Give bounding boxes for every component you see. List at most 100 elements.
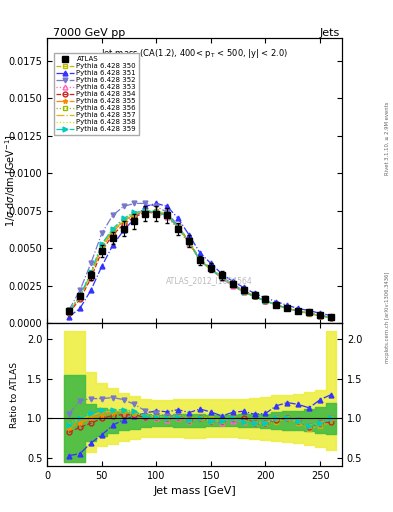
Pythia 6.428 356 <box>88 271 93 277</box>
Pythia 6.428 351 <box>329 312 333 318</box>
Pythia 6.428 357 <box>176 224 180 230</box>
Pythia 6.428 357 <box>154 209 159 216</box>
Pythia 6.428 350 <box>252 293 257 300</box>
Pythia 6.428 354 <box>285 305 290 311</box>
Pythia 6.428 350 <box>88 271 93 277</box>
Pythia 6.428 359 <box>77 293 82 300</box>
Pythia 6.428 359 <box>296 308 301 314</box>
Pythia 6.428 358 <box>143 208 148 214</box>
Pythia 6.428 351 <box>307 308 312 314</box>
Pythia 6.428 351 <box>198 250 202 256</box>
Pythia 6.428 353 <box>285 305 290 311</box>
Pythia 6.428 356 <box>318 312 322 318</box>
Pythia 6.428 356 <box>307 310 312 316</box>
Pythia 6.428 350 <box>296 308 301 314</box>
Pythia 6.428 357 <box>132 211 137 217</box>
Pythia 6.428 352 <box>329 314 333 321</box>
Pythia 6.428 350 <box>187 238 191 244</box>
Pythia 6.428 358 <box>67 309 72 315</box>
Pythia 6.428 352 <box>132 200 137 206</box>
Pythia 6.428 359 <box>285 305 290 311</box>
Pythia 6.428 354 <box>99 248 104 254</box>
Pythia 6.428 357 <box>252 293 257 300</box>
Pythia 6.428 358 <box>88 269 93 275</box>
Pythia 6.428 359 <box>165 212 170 219</box>
Pythia 6.428 354 <box>88 275 93 282</box>
Pythia 6.428 350 <box>99 242 104 248</box>
Pythia 6.428 352 <box>187 239 191 245</box>
Pythia 6.428 354 <box>274 302 279 308</box>
Pythia 6.428 358 <box>99 241 104 247</box>
Pythia 6.428 357 <box>165 212 170 219</box>
Pythia 6.428 355 <box>110 229 115 235</box>
Pythia 6.428 355 <box>296 308 301 314</box>
Pythia 6.428 357 <box>230 281 235 287</box>
Pythia 6.428 351 <box>67 313 72 319</box>
Pythia 6.428 359 <box>219 274 224 280</box>
Pythia 6.428 359 <box>329 314 333 321</box>
Pythia 6.428 358 <box>307 310 312 316</box>
Pythia 6.428 356 <box>67 309 72 315</box>
Pythia 6.428 351 <box>99 263 104 269</box>
Pythia 6.428 356 <box>77 293 82 300</box>
Pythia 6.428 350 <box>274 303 279 309</box>
Pythia 6.428 359 <box>198 258 202 264</box>
Pythia 6.428 354 <box>176 224 180 230</box>
Text: Jets: Jets <box>320 28 340 38</box>
Pythia 6.428 353 <box>99 244 104 250</box>
Pythia 6.428 357 <box>318 312 322 318</box>
Pythia 6.428 353 <box>318 312 322 318</box>
Pythia 6.428 350 <box>209 265 213 271</box>
Pythia 6.428 352 <box>154 203 159 209</box>
Pythia 6.428 353 <box>209 266 213 272</box>
Pythia 6.428 355 <box>154 209 159 216</box>
Pythia 6.428 355 <box>198 258 202 264</box>
Text: Rivet 3.1.10, ≥ 2.9M events: Rivet 3.1.10, ≥ 2.9M events <box>385 101 389 175</box>
Pythia 6.428 359 <box>110 226 115 232</box>
Pythia 6.428 355 <box>307 310 312 316</box>
Pythia 6.428 354 <box>67 310 72 316</box>
Pythia 6.428 359 <box>121 216 126 222</box>
Pythia 6.428 356 <box>252 293 257 300</box>
Pythia 6.428 358 <box>132 209 137 216</box>
Line: Pythia 6.428 359: Pythia 6.428 359 <box>66 208 333 320</box>
Pythia 6.428 359 <box>274 302 279 308</box>
Pythia 6.428 351 <box>110 242 115 248</box>
Pythia 6.428 356 <box>209 266 213 272</box>
Pythia 6.428 355 <box>263 298 268 304</box>
Pythia 6.428 357 <box>99 242 104 248</box>
Pythia 6.428 351 <box>274 298 279 305</box>
Line: Pythia 6.428 358: Pythia 6.428 358 <box>69 211 331 317</box>
Pythia 6.428 351 <box>154 200 159 206</box>
Pythia 6.428 356 <box>241 289 246 295</box>
Pythia 6.428 358 <box>296 308 301 314</box>
Pythia 6.428 354 <box>132 214 137 220</box>
Pythia 6.428 358 <box>198 258 202 264</box>
Pythia 6.428 356 <box>132 211 137 217</box>
Pythia 6.428 354 <box>187 239 191 245</box>
Line: Pythia 6.428 352: Pythia 6.428 352 <box>66 201 333 320</box>
Pythia 6.428 354 <box>263 298 268 304</box>
Pythia 6.428 353 <box>165 214 170 220</box>
Legend: ATLAS, Pythia 6.428 350, Pythia 6.428 351, Pythia 6.428 352, Pythia 6.428 353, P: ATLAS, Pythia 6.428 350, Pythia 6.428 35… <box>53 53 139 135</box>
Pythia 6.428 350 <box>241 289 246 295</box>
Pythia 6.428 354 <box>296 308 301 314</box>
Pythia 6.428 352 <box>230 283 235 289</box>
Pythia 6.428 356 <box>329 314 333 321</box>
Pythia 6.428 350 <box>230 281 235 287</box>
Pythia 6.428 351 <box>209 260 213 266</box>
Pythia 6.428 352 <box>67 307 72 313</box>
Pythia 6.428 358 <box>121 216 126 222</box>
Line: Pythia 6.428 350: Pythia 6.428 350 <box>66 208 333 320</box>
Pythia 6.428 358 <box>329 314 333 321</box>
Pythia 6.428 351 <box>176 216 180 222</box>
Pythia 6.428 355 <box>219 274 224 280</box>
Pythia 6.428 359 <box>230 281 235 287</box>
Pythia 6.428 359 <box>187 239 191 245</box>
Pythia 6.428 357 <box>88 271 93 277</box>
Pythia 6.428 353 <box>241 289 246 295</box>
Pythia 6.428 357 <box>187 239 191 245</box>
Pythia 6.428 353 <box>176 226 180 232</box>
Pythia 6.428 355 <box>252 293 257 300</box>
Pythia 6.428 354 <box>77 296 82 303</box>
